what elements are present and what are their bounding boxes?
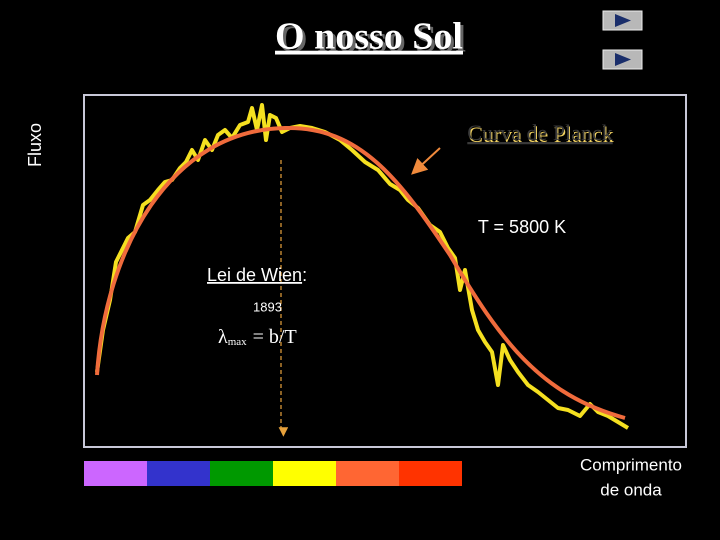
red [399, 461, 462, 486]
x-label-1: Comprimento [580, 455, 682, 474]
planck-curve [95, 125, 626, 420]
subscript: max [228, 336, 247, 348]
formula-rest: = b/T [253, 326, 297, 348]
year: 1893 [253, 299, 282, 314]
curve-arrow [411, 147, 441, 175]
curve-label-shadow: Curva de Planck [468, 122, 613, 147]
law-colon: : [302, 265, 307, 285]
play-icon[interactable] [615, 14, 631, 27]
next-button[interactable] [602, 10, 643, 31]
law-label: Lei de Wien: [207, 265, 307, 285]
yellow [273, 461, 336, 486]
color-bar [84, 461, 462, 486]
play-icon[interactable] [615, 53, 631, 66]
temperature: T = 5800 K [478, 217, 566, 237]
plot-frame [83, 94, 687, 448]
violet [84, 461, 147, 486]
blue [147, 461, 210, 486]
next-button-2[interactable] [602, 49, 643, 70]
formula: λmax = b/T [218, 326, 297, 348]
orange [336, 461, 399, 486]
green [210, 461, 273, 486]
y-label: Fluxo [25, 123, 45, 167]
title: O nosso Sol [275, 16, 463, 58]
x-label-2: de onda [600, 480, 662, 499]
title-shadow: O nosso Sol [278, 19, 466, 61]
law-name: Lei de Wien [207, 265, 302, 285]
curve-label: Curva de Planck [467, 120, 612, 145]
lambda: λ [218, 326, 228, 348]
